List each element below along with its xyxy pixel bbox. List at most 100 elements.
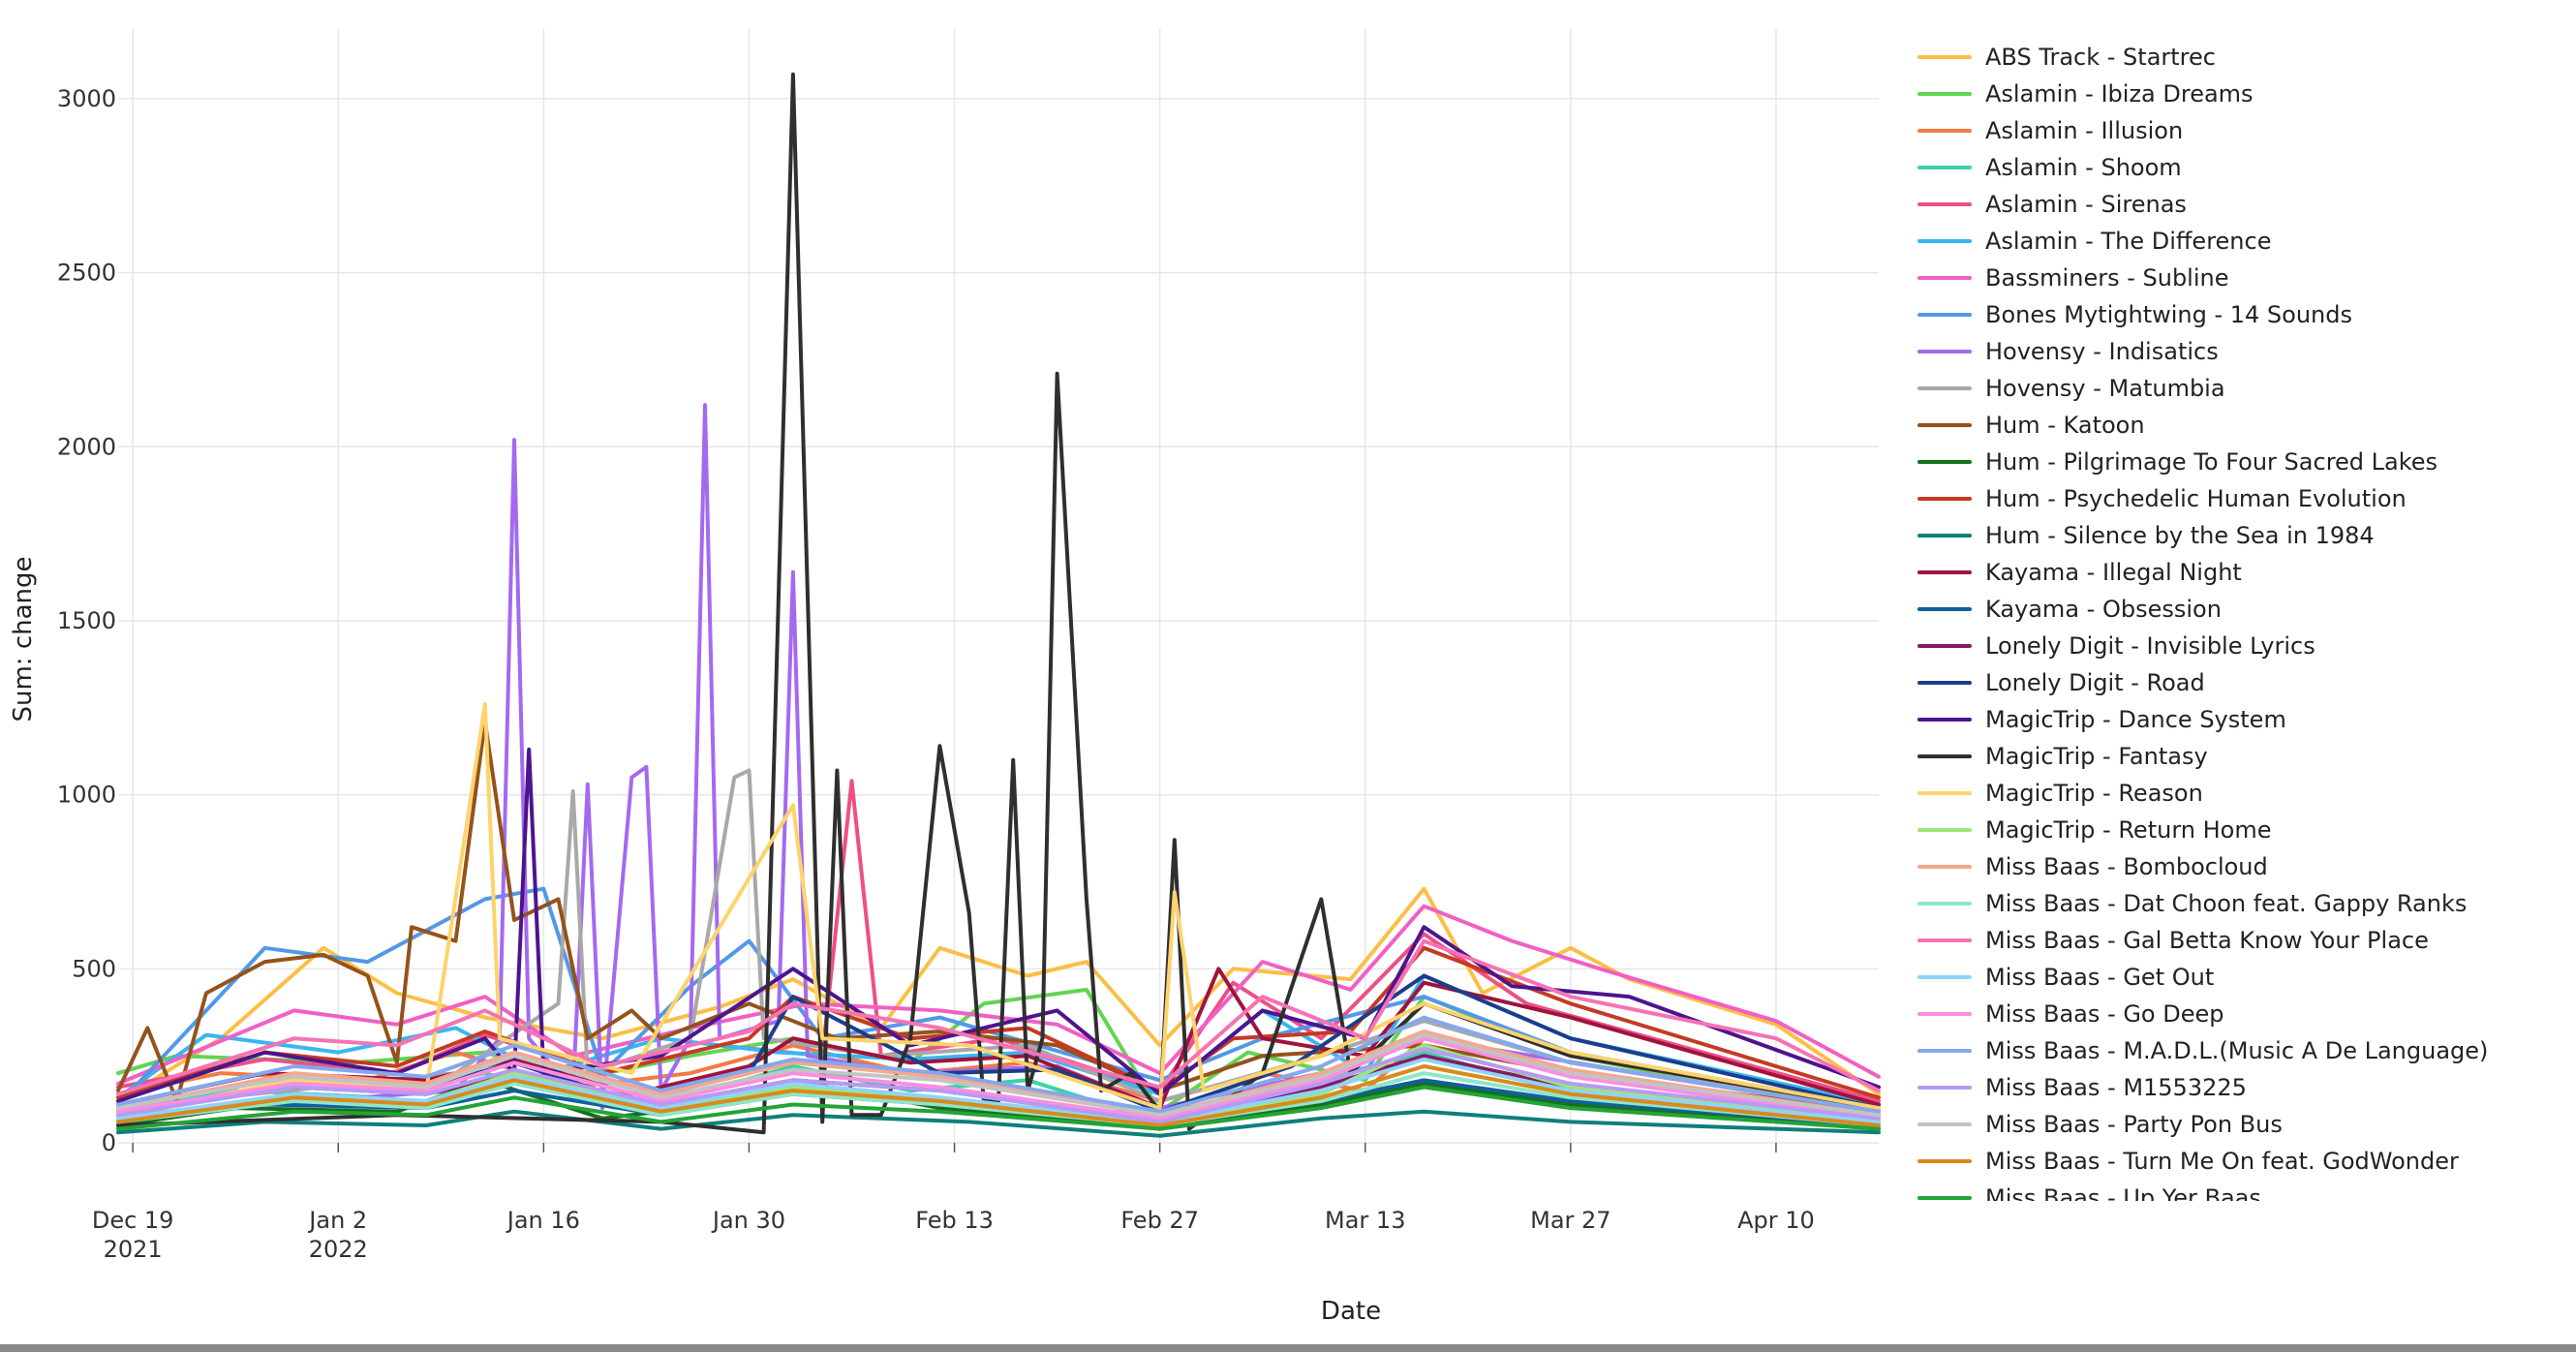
legend-item[interactable]: Hum - Pilgrimage To Four Sacred Lakes — [1917, 444, 2438, 480]
x-tick-label: Mar 27 — [1530, 1207, 1610, 1234]
legend-item[interactable]: Miss Baas - Bombocloud — [1917, 848, 2268, 885]
legend-label: Miss Baas - Up Yer Baas — [1985, 1184, 2261, 1201]
legend-swatch — [1917, 129, 1972, 133]
legend-label: Lonely Digit - Invisible Lyrics — [1985, 632, 2315, 660]
legend-swatch — [1917, 423, 1972, 427]
legend-swatch — [1917, 1012, 1972, 1016]
legend-item[interactable]: Lonely Digit - Invisible Lyrics — [1917, 628, 2315, 664]
legend-item[interactable]: MagicTrip - Fantasy — [1917, 738, 2208, 775]
legend-item[interactable]: Miss Baas - Party Pon Bus — [1917, 1106, 2283, 1143]
legend-swatch — [1917, 497, 1972, 501]
legend-label: MagicTrip - Fantasy — [1985, 743, 2208, 770]
legend-swatch — [1917, 276, 1972, 280]
legend-label: Kayama - Obsession — [1985, 596, 2222, 623]
series-line — [116, 1057, 1881, 1124]
legend-swatch — [1917, 460, 1972, 464]
legend-label: Miss Baas - Get Out — [1985, 964, 2215, 991]
legend-swatch — [1917, 902, 1972, 906]
series-line — [116, 768, 1881, 1111]
legend-item[interactable]: Miss Baas - Turn Me On feat. GodWonder — [1917, 1143, 2459, 1180]
x-tick-label: Jan 16 — [506, 1207, 580, 1234]
legend-label: MagicTrip - Return Home — [1985, 816, 2272, 844]
y-tick-label: 500 — [72, 955, 116, 982]
legend-item[interactable]: Miss Baas - M.A.D.L.(Music A De Language… — [1917, 1032, 2488, 1069]
y-tick-label: 0 — [102, 1129, 116, 1156]
legend-swatch — [1917, 570, 1972, 574]
legend-item[interactable]: Miss Baas - Gal Betta Know Your Place — [1917, 922, 2429, 959]
x-tick-label: Apr 10 — [1737, 1207, 1815, 1234]
y-axis-ticks: 0 500 1000 1500 2000 2500 3000 — [57, 85, 116, 1156]
legend-item[interactable]: Aslamin - Illusion — [1917, 112, 2183, 149]
legend-swatch — [1917, 166, 1972, 169]
legend-label: Kayama - Illegal Night — [1985, 559, 2242, 586]
legend-label: Hovensy - Indisatics — [1985, 338, 2219, 365]
legend-item[interactable]: Bones Mytightwing - 14 Sounds — [1917, 296, 2352, 333]
legend-item[interactable]: Hovensy - Matumbia — [1917, 370, 2225, 407]
legend-label: Miss Baas - Dat Choon feat. Gappy Ranks — [1985, 890, 2468, 917]
legend-label: Miss Baas - Party Pon Bus — [1985, 1111, 2283, 1138]
legend-item[interactable]: Miss Baas - Go Deep — [1917, 996, 2223, 1032]
legend-item[interactable]: Hum - Silence by the Sea in 1984 — [1917, 517, 2375, 554]
legend-swatch — [1917, 607, 1972, 611]
legend-item[interactable]: Aslamin - Sirenas — [1917, 186, 2187, 223]
legend-swatch — [1917, 865, 1972, 869]
legend-label: ABS Track - Startrec — [1985, 44, 2216, 71]
legend-label: Aslamin - Shoom — [1985, 154, 2182, 181]
legend-item[interactable]: ABS Track - Startrec — [1917, 39, 2216, 76]
legend-item[interactable]: Miss Baas - Get Out — [1917, 959, 2214, 996]
x-tick-sublabel: 2022 — [309, 1236, 368, 1263]
legend-label: Miss Baas - Go Deep — [1985, 1000, 2224, 1028]
series-line — [116, 938, 1881, 1096]
legend-swatch — [1917, 92, 1972, 96]
series-line — [116, 886, 1881, 1103]
legend-item[interactable]: Miss Baas - Dat Choon feat. Gappy Ranks — [1917, 885, 2467, 922]
legend-swatch — [1917, 1159, 1972, 1163]
y-tick-label: 2500 — [57, 260, 116, 287]
y-tick-label: 3000 — [57, 85, 116, 112]
legend-item[interactable]: MagicTrip - Dance System — [1917, 701, 2286, 738]
legend-label: Miss Baas - Turn Me On feat. GodWonder — [1985, 1148, 2459, 1175]
legend-item[interactable]: MagicTrip - Return Home — [1917, 812, 2271, 848]
series-line — [116, 1085, 1881, 1131]
window-bottom-edge — [0, 1344, 2576, 1352]
series-line — [116, 1071, 1881, 1127]
legend-label: Hum - Psychedelic Human Evolution — [1985, 485, 2407, 512]
legend-item[interactable]: Hum - Psychedelic Human Evolution — [1917, 480, 2407, 517]
legend-swatch — [1917, 754, 1972, 758]
legend-swatch — [1917, 313, 1972, 317]
legend-item[interactable]: Aslamin - The Difference — [1917, 223, 2271, 260]
legend-item[interactable]: Bassminers - Subline — [1917, 260, 2228, 296]
legend-item[interactable]: Miss Baas - Up Yer Baas — [1917, 1180, 2261, 1201]
legend-swatch — [1917, 975, 1972, 979]
series-line — [116, 1063, 1881, 1127]
legend-label: Aslamin - Illusion — [1985, 117, 2184, 144]
legend-swatch — [1917, 534, 1972, 538]
legend: ABS Track - Startrec Aslamin - Ibiza Drea… — [1917, 39, 2557, 1201]
legend-swatch — [1917, 350, 1972, 353]
legend-swatch — [1917, 718, 1972, 722]
legend-label: Hovensy - Matumbia — [1985, 375, 2225, 402]
legend-item[interactable]: Miss Baas - M1553225 — [1917, 1069, 2247, 1106]
legend-swatch — [1917, 239, 1972, 243]
legend-item[interactable]: Aslamin - Ibiza Dreams — [1917, 76, 2254, 112]
y-axis-title: Sum: change — [9, 556, 38, 722]
legend-label: Miss Baas - Bombocloud — [1985, 853, 2268, 880]
series-lines — [116, 72, 1881, 1138]
x-tick-label: Jan 30 — [711, 1207, 785, 1234]
legend-swatch — [1917, 1086, 1972, 1090]
legend-item[interactable]: MagicTrip - Reason — [1917, 775, 2203, 812]
x-axis-title: Date — [1321, 1297, 1381, 1326]
legend-item[interactable]: Aslamin - Shoom — [1917, 149, 2182, 186]
legend-item[interactable]: Kayama - Obsession — [1917, 591, 2222, 628]
series-line — [116, 904, 1881, 1086]
series-line — [116, 72, 1881, 1135]
legend-item[interactable]: Hum - Katoon — [1917, 407, 2145, 444]
series-line — [116, 747, 1881, 1103]
y-tick-label: 1500 — [57, 607, 116, 634]
x-tick-label: Feb 13 — [915, 1207, 994, 1234]
legend-item[interactable]: Lonely Digit - Road — [1917, 664, 2205, 701]
legend-item[interactable]: Kayama - Illegal Night — [1917, 554, 2242, 591]
legend-item[interactable]: Hovensy - Indisatics — [1917, 333, 2219, 370]
